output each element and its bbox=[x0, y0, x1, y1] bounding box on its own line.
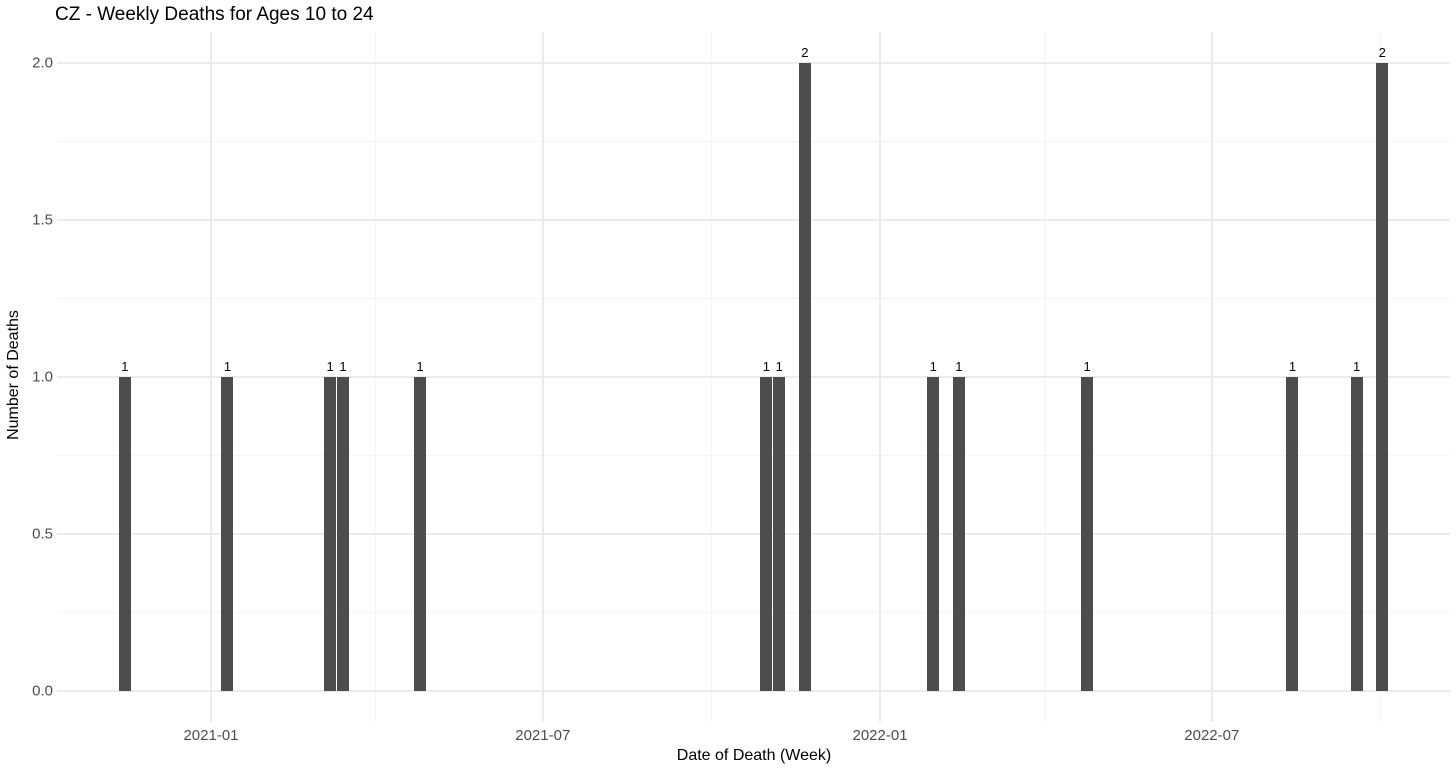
y-minor-gridline bbox=[57, 298, 1450, 299]
bar bbox=[798, 63, 811, 691]
bar-value-label: 1 bbox=[762, 359, 771, 374]
bar-value-label: 1 bbox=[1353, 359, 1361, 374]
y-minor-gridline bbox=[57, 612, 1450, 613]
bar-value-label: 1 bbox=[121, 359, 129, 374]
bar bbox=[1376, 63, 1389, 691]
y-major-gridline bbox=[57, 533, 1450, 535]
x-tick-label: 2022-07 bbox=[1184, 727, 1240, 744]
y-major-gridline bbox=[57, 690, 1450, 692]
x-major-gridline bbox=[210, 32, 212, 722]
bar bbox=[1286, 377, 1299, 691]
y-tick-label: 0.0 bbox=[32, 682, 53, 700]
bar bbox=[952, 377, 965, 691]
bar-value-label: 2 bbox=[801, 45, 809, 60]
y-minor-gridline bbox=[57, 455, 1450, 456]
x-major-gridline bbox=[879, 32, 881, 722]
bar-value-label: 1 bbox=[955, 359, 963, 374]
bar bbox=[1350, 377, 1363, 691]
bar-value-label: 1 bbox=[339, 359, 347, 374]
y-tick-label: 0.5 bbox=[32, 525, 53, 543]
x-tick-label: 2021-07 bbox=[515, 727, 571, 744]
x-tick-label: 2021-01 bbox=[183, 727, 239, 744]
y-tick-label: 1.0 bbox=[32, 368, 53, 386]
bar bbox=[118, 377, 131, 691]
x-axis-title: Date of Death (Week) bbox=[676, 747, 832, 764]
bar-value-label: 1 bbox=[326, 359, 334, 374]
bar-value-label: 1 bbox=[929, 359, 937, 374]
bar-value-label: 1 bbox=[416, 359, 424, 374]
bar bbox=[324, 377, 337, 691]
y-major-gridline bbox=[57, 62, 1450, 64]
bar bbox=[760, 377, 773, 691]
y-major-gridline bbox=[57, 376, 1450, 378]
bar bbox=[1081, 377, 1094, 691]
y-tick-label: 1.5 bbox=[32, 211, 53, 229]
bar bbox=[221, 377, 234, 691]
bar-value-label: 2 bbox=[1378, 45, 1386, 60]
page-title: CZ - Weekly Deaths for Ages 10 to 24 bbox=[55, 4, 374, 25]
y-tick-label: 2.0 bbox=[32, 54, 53, 72]
bar bbox=[413, 377, 426, 691]
bar bbox=[927, 377, 940, 691]
x-major-gridline bbox=[1211, 32, 1213, 722]
x-major-gridline bbox=[541, 32, 544, 722]
bar-value-label: 1 bbox=[1288, 359, 1297, 374]
x-tick-label: 2022-01 bbox=[852, 727, 908, 744]
y-major-gridline bbox=[57, 219, 1450, 221]
bar-value-label: 1 bbox=[223, 359, 232, 374]
bar-value-label: 1 bbox=[775, 359, 783, 374]
y-minor-gridline bbox=[57, 141, 1450, 142]
bar-value-label: 1 bbox=[1083, 359, 1091, 374]
bar bbox=[773, 377, 786, 691]
bar bbox=[336, 377, 349, 691]
